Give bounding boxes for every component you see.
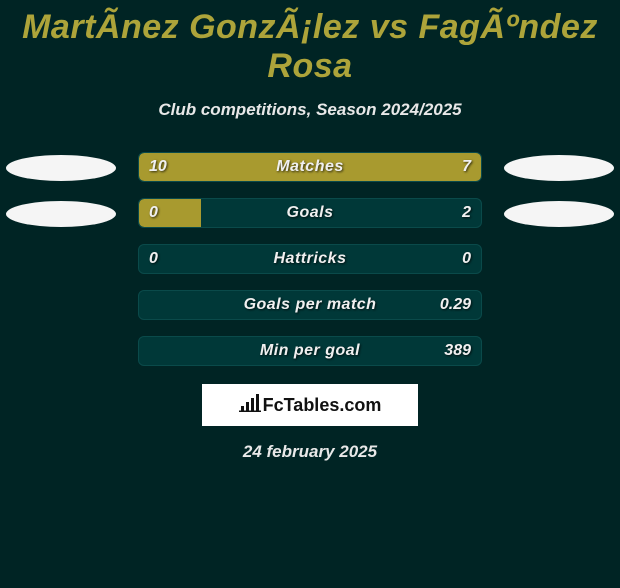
stat-value-right: 0.29 <box>440 291 471 319</box>
ellipse-right-icon <box>504 155 614 181</box>
stat-label: Min per goal <box>139 337 481 365</box>
stat-row: 0 Goals 2 <box>0 198 620 228</box>
page-title: MartÃ­nez GonzÃ¡lez vs FagÃºndez Rosa <box>0 8 620 86</box>
stat-row: Goals per match 0.29 <box>0 290 620 320</box>
logo-box: FcTables.com <box>202 384 418 426</box>
logo: FcTables.com <box>239 394 382 417</box>
ellipse-left-icon <box>6 201 116 227</box>
bars-icon <box>239 394 261 417</box>
stat-label: Hattricks <box>139 245 481 273</box>
logo-text: FcTables.com <box>263 395 382 416</box>
bar-track: 10 Matches 7 <box>138 152 482 182</box>
stat-row: 0 Hattricks 0 <box>0 244 620 274</box>
stat-label: Goals <box>139 199 481 227</box>
stat-label: Goals per match <box>139 291 481 319</box>
stat-value-right: 389 <box>444 337 471 365</box>
ellipse-right-icon <box>504 201 614 227</box>
stat-value-right: 2 <box>462 199 471 227</box>
stats-rows: 10 Matches 7 0 Goals 2 0 Hattricks 0 <box>0 152 620 366</box>
stat-row: Min per goal 389 <box>0 336 620 366</box>
stat-row: 10 Matches 7 <box>0 152 620 182</box>
bar-track: Goals per match 0.29 <box>138 290 482 320</box>
bar-track: 0 Hattricks 0 <box>138 244 482 274</box>
stat-value-right: 7 <box>462 153 471 181</box>
subtitle: Club competitions, Season 2024/2025 <box>0 100 620 120</box>
bar-track: 0 Goals 2 <box>138 198 482 228</box>
stat-label: Matches <box>139 153 481 181</box>
stat-value-right: 0 <box>462 245 471 273</box>
ellipse-left-icon <box>6 155 116 181</box>
bar-track: Min per goal 389 <box>138 336 482 366</box>
date: 24 february 2025 <box>0 442 620 462</box>
